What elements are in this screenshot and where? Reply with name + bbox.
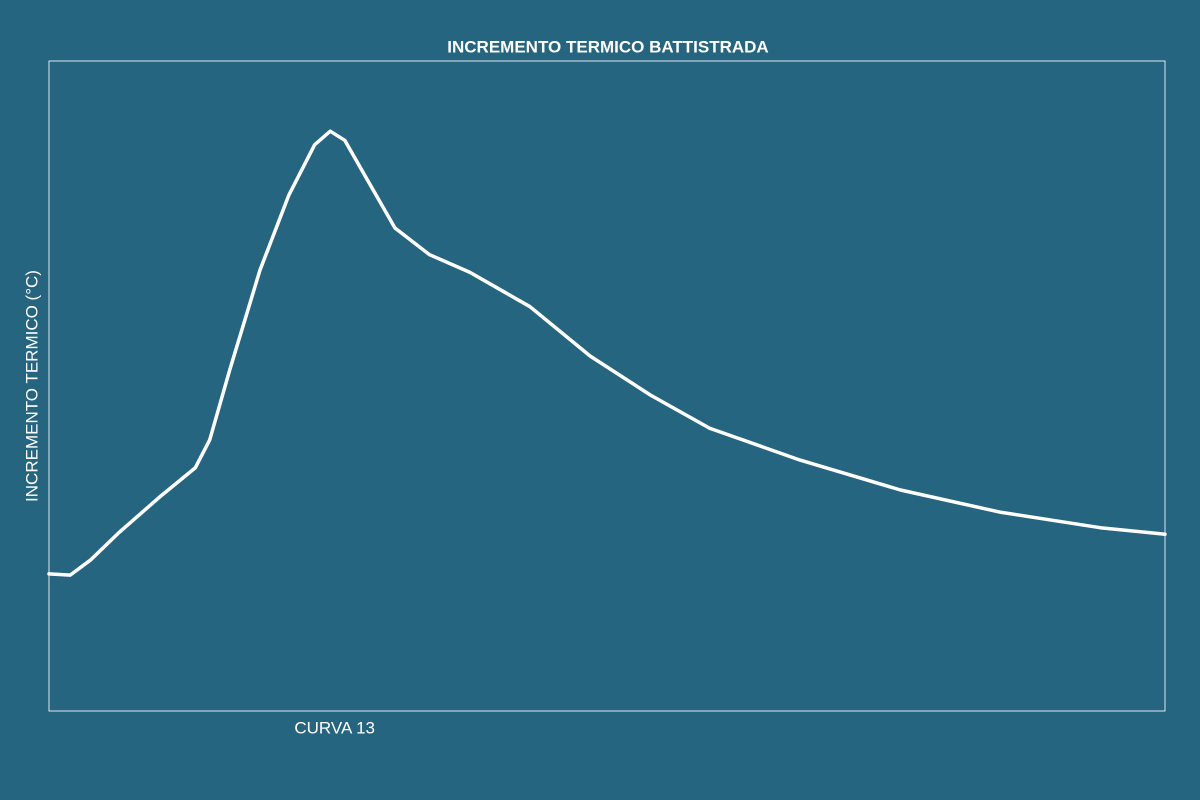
chart-title: INCREMENTO TERMICO BATTISTRADA [447, 37, 768, 56]
line-series [47, 129, 1167, 577]
y-axis-label: INCREMENTO TERMICO (°C) [22, 270, 41, 502]
plot-frame [48, 60, 1166, 712]
x-tick-label: CURVA 13 [294, 718, 375, 737]
